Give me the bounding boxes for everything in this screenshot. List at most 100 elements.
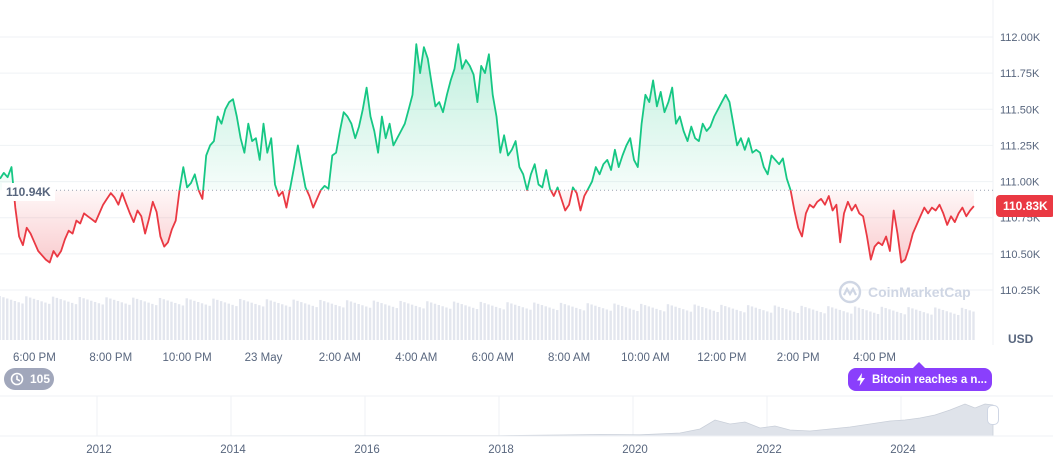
volume-bar	[942, 310, 944, 340]
volume-bar	[797, 313, 799, 340]
volume-bar	[835, 309, 837, 340]
volume-bar	[827, 306, 829, 340]
volume-bar	[640, 304, 642, 340]
volume-bar	[441, 306, 443, 340]
volume-bar	[957, 315, 959, 340]
navigator-tick-label: 2020	[622, 444, 648, 456]
volume-bar	[254, 304, 256, 340]
volume-bar	[583, 310, 585, 340]
volume-bar	[396, 308, 398, 340]
volume-bar	[438, 305, 440, 340]
volume-bar	[136, 299, 138, 340]
volume-bar	[812, 310, 814, 340]
volume-bar	[575, 308, 577, 340]
volume-bar	[71, 303, 73, 340]
volume-bar	[60, 299, 62, 340]
volume-bar	[304, 303, 306, 340]
volume-bar	[407, 303, 409, 340]
volume-bar	[793, 312, 795, 340]
volume-bar	[491, 306, 493, 340]
x-tick-label: 10:00 PM	[163, 352, 212, 364]
volume-bar	[377, 302, 379, 340]
volume-bar	[461, 304, 463, 340]
volume-bar	[109, 299, 111, 340]
volume-bar	[972, 312, 974, 340]
volume-bar	[739, 311, 741, 340]
volume-bar	[671, 305, 673, 340]
volume-bar	[147, 303, 149, 340]
history-count-badge[interactable]: 105	[4, 368, 54, 390]
volume-bar	[14, 301, 16, 340]
volume-bar	[938, 309, 940, 340]
volume-bar	[862, 309, 864, 340]
navigator-scroll-handle[interactable]	[987, 405, 999, 425]
volume-bar	[285, 306, 287, 340]
y-tick-label: 111.00K	[1000, 177, 1040, 189]
y-tick-label: 112.00K	[1000, 32, 1041, 44]
volume-bars	[0, 296, 975, 340]
volume-bar	[655, 309, 657, 340]
volume-bar	[598, 307, 600, 340]
volume-bar	[373, 301, 375, 340]
volume-bar	[90, 301, 92, 340]
volume-bar	[804, 307, 806, 340]
volume-bar	[102, 304, 104, 340]
volume-bar	[529, 310, 531, 340]
volume-bar	[422, 308, 424, 340]
volume-bar	[560, 303, 562, 340]
volume-bar	[877, 314, 879, 340]
volume-bar	[621, 306, 623, 340]
current-price-badge: 110.83K	[996, 195, 1053, 217]
volume-bar	[151, 304, 153, 340]
volume-bar	[644, 305, 646, 340]
news-event-badge[interactable]: Bitcoin reaches a n...	[848, 368, 992, 391]
volume-bar	[694, 305, 696, 340]
y-tick-label: 111.50K	[1000, 104, 1040, 116]
volume-bar	[525, 308, 527, 340]
x-tick-label: 4:00 AM	[395, 352, 437, 364]
volume-bar	[331, 304, 333, 340]
history-count-value: 105	[30, 372, 50, 386]
volume-bar	[365, 307, 367, 341]
news-event-text: Bitcoin reaches a n...	[872, 374, 987, 386]
volume-bar	[273, 302, 275, 340]
volume-bar	[690, 312, 692, 340]
volume-bar	[170, 302, 172, 340]
volume-bar	[770, 313, 772, 340]
volume-bar	[850, 314, 852, 340]
volume-bar	[67, 302, 69, 340]
volume-bar	[361, 305, 363, 340]
volume-bar	[911, 308, 913, 340]
volume-bar	[594, 306, 596, 340]
volume-bar	[663, 311, 665, 340]
volume-bar	[300, 302, 302, 340]
volume-bar	[262, 306, 264, 340]
volume-bar	[781, 308, 783, 340]
volume-bar	[392, 307, 394, 340]
volume-bar	[17, 302, 19, 340]
volume-bar	[545, 306, 547, 340]
volume-bar	[159, 298, 161, 340]
volume-bar	[632, 310, 634, 340]
volume-bar	[755, 308, 757, 340]
y-tick-label: 110.25K	[1000, 285, 1041, 297]
volume-bar	[480, 302, 482, 340]
volume-bar	[334, 305, 336, 340]
volume-bar	[724, 306, 726, 340]
volume-bar	[854, 307, 856, 341]
volume-bar	[79, 297, 81, 340]
volume-bar	[25, 296, 27, 340]
volume-bar	[224, 302, 226, 340]
volume-bar	[315, 307, 317, 340]
volume-bar	[762, 310, 764, 340]
volume-bar	[155, 305, 157, 340]
y-tick-label: 111.75K	[1000, 68, 1040, 80]
volume-bar	[411, 305, 413, 340]
volume-bar	[75, 304, 77, 340]
volume-bar	[48, 304, 50, 340]
volume-bar	[548, 308, 550, 340]
volume-bar	[10, 300, 12, 340]
